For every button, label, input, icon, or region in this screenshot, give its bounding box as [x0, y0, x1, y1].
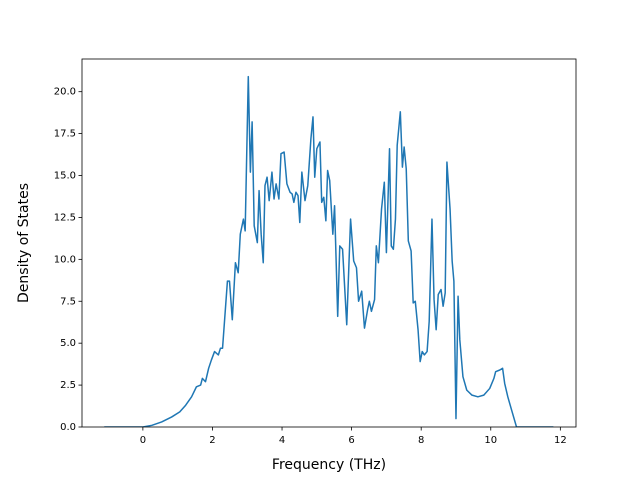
x-tick-label: 0 — [140, 435, 146, 446]
y-tick-label: 0.0 — [60, 422, 76, 433]
plot-frame — [81, 58, 577, 428]
y-tick-label: 17.5 — [54, 129, 76, 140]
y-axis-label: Density of States — [16, 183, 32, 303]
y-tick-label: 7.5 — [60, 296, 76, 307]
y-tick-label: 5.0 — [60, 338, 76, 349]
x-tick-label: 4 — [279, 435, 285, 446]
y-tick-label: 2.5 — [60, 380, 76, 391]
y-tick-label: 15.0 — [54, 171, 76, 182]
x-axis-label: Frequency (THz) — [272, 457, 386, 473]
x-tick-label: 8 — [418, 435, 424, 446]
line — [104, 75, 554, 427]
x-tick-label: 10 — [484, 435, 497, 446]
x-tick-label: 2 — [209, 435, 215, 446]
y-tick-label: 10.0 — [54, 254, 76, 265]
y-tick-label: 12.5 — [54, 212, 76, 223]
x-tick-label: 6 — [348, 435, 354, 446]
y-tick-label: 20.0 — [54, 87, 76, 98]
x-tick-label: 12 — [554, 435, 567, 446]
